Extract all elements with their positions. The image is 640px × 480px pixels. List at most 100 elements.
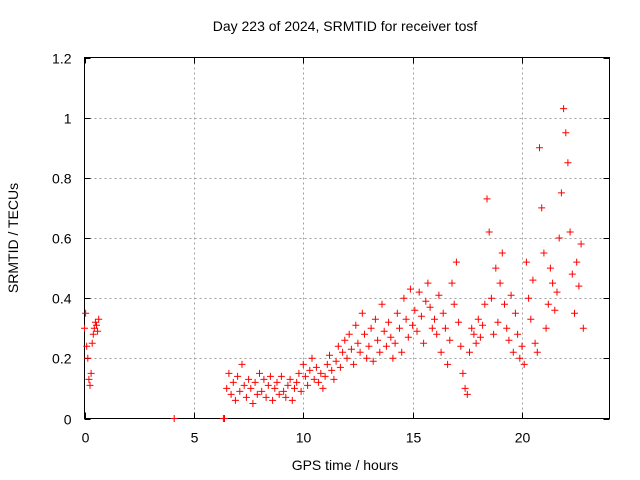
x-tick-label: 5	[191, 430, 199, 446]
data-point	[251, 378, 259, 386]
data-point	[87, 369, 95, 377]
data-point	[343, 354, 351, 362]
data-point	[518, 342, 526, 350]
data-point	[262, 393, 270, 401]
x-tick-label: 0	[82, 430, 90, 446]
data-point	[422, 297, 430, 305]
data-point	[82, 309, 90, 317]
data-point	[264, 381, 272, 389]
data-point	[358, 309, 366, 317]
data-point	[277, 372, 285, 380]
data-point	[457, 342, 465, 350]
data-point	[84, 354, 92, 362]
data-point	[546, 264, 554, 272]
data-point	[280, 387, 288, 395]
data-point	[470, 330, 478, 338]
data-point	[503, 324, 511, 332]
data-point	[531, 339, 539, 347]
data-point	[505, 336, 513, 344]
data-point	[406, 285, 414, 293]
data-point	[520, 360, 528, 368]
data-point	[295, 369, 303, 377]
data-point	[507, 291, 515, 299]
data-point	[459, 369, 467, 377]
chart-title: Day 223 of 2024, SRMTID for receiver tos…	[213, 18, 478, 34]
data-point	[95, 315, 103, 323]
data-point	[557, 189, 565, 197]
data-point	[544, 300, 552, 308]
data-point	[571, 309, 578, 317]
y-tick-label: 0	[64, 412, 72, 428]
data-point	[258, 387, 266, 395]
data-point	[468, 324, 476, 332]
data-point	[424, 279, 432, 287]
data-point	[376, 348, 384, 356]
data-point	[415, 288, 423, 296]
data-point	[242, 393, 250, 401]
data-point	[575, 282, 583, 290]
data-point	[94, 327, 102, 335]
data-point	[514, 330, 522, 338]
data-point	[315, 378, 323, 386]
data-point	[269, 396, 277, 404]
data-point	[89, 330, 97, 338]
plot-frame	[84, 57, 610, 419]
data-point	[391, 339, 399, 347]
data-point	[275, 390, 283, 398]
data-point	[363, 354, 371, 362]
data-point	[356, 348, 364, 356]
data-point	[448, 279, 456, 287]
data-point	[227, 390, 235, 398]
data-point	[271, 384, 279, 392]
data-point	[88, 339, 96, 347]
data-point	[455, 318, 463, 326]
data-point	[284, 381, 292, 389]
data-point	[490, 330, 498, 338]
data-point	[413, 327, 421, 335]
data-points	[81, 105, 587, 422]
data-point	[542, 324, 550, 332]
data-point	[291, 384, 298, 392]
data-point	[452, 258, 460, 266]
data-point	[402, 315, 410, 323]
data-point	[441, 324, 449, 332]
data-point	[249, 400, 257, 407]
data-point	[555, 234, 563, 242]
data-point	[288, 396, 296, 404]
data-point	[319, 384, 327, 392]
x-tick-label: 15	[406, 430, 422, 446]
data-point	[385, 318, 393, 326]
data-point	[444, 360, 452, 368]
data-point	[361, 330, 368, 338]
data-point	[522, 258, 530, 266]
data-point	[577, 240, 585, 248]
x-tick-labels: 0 5 10 15 20	[82, 430, 531, 446]
data-point	[476, 333, 484, 341]
data-point	[310, 375, 318, 383]
data-point	[326, 351, 333, 359]
data-point	[411, 306, 419, 314]
data-point	[86, 381, 94, 389]
data-point	[352, 321, 360, 329]
data-point	[371, 315, 379, 323]
data-point	[382, 342, 390, 350]
data-point	[533, 348, 541, 356]
data-point	[529, 276, 537, 284]
data-point	[566, 228, 574, 236]
data-point	[393, 309, 401, 317]
data-point	[461, 384, 469, 392]
data-point	[369, 357, 377, 365]
data-point	[485, 228, 493, 236]
data-point	[472, 339, 480, 347]
y-tick-labels: 0 0.2 0.4 0.6 0.8 1 1.2	[52, 51, 72, 428]
data-point	[240, 381, 248, 389]
data-point	[404, 333, 412, 341]
data-point	[525, 294, 533, 302]
data-point	[380, 327, 388, 335]
data-point	[481, 300, 489, 308]
data-point	[568, 270, 576, 278]
data-point	[247, 384, 255, 392]
data-point	[245, 375, 253, 383]
data-point	[306, 366, 314, 374]
y-tick-label: 1	[64, 111, 72, 127]
